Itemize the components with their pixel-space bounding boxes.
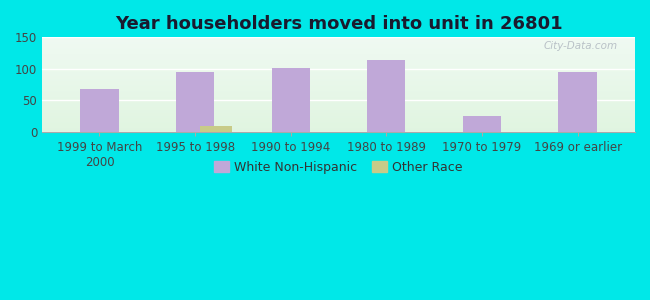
Bar <box>200 126 233 132</box>
Bar <box>81 89 118 132</box>
Text: City-Data.com: City-Data.com <box>543 41 618 51</box>
Bar <box>176 72 214 132</box>
Legend: White Non-Hispanic, Other Race: White Non-Hispanic, Other Race <box>209 156 468 178</box>
Title: Year householders moved into unit in 26801: Year householders moved into unit in 268… <box>115 15 562 33</box>
Bar <box>558 72 597 132</box>
Bar <box>463 116 501 132</box>
Bar <box>272 68 310 132</box>
Bar <box>367 60 406 132</box>
